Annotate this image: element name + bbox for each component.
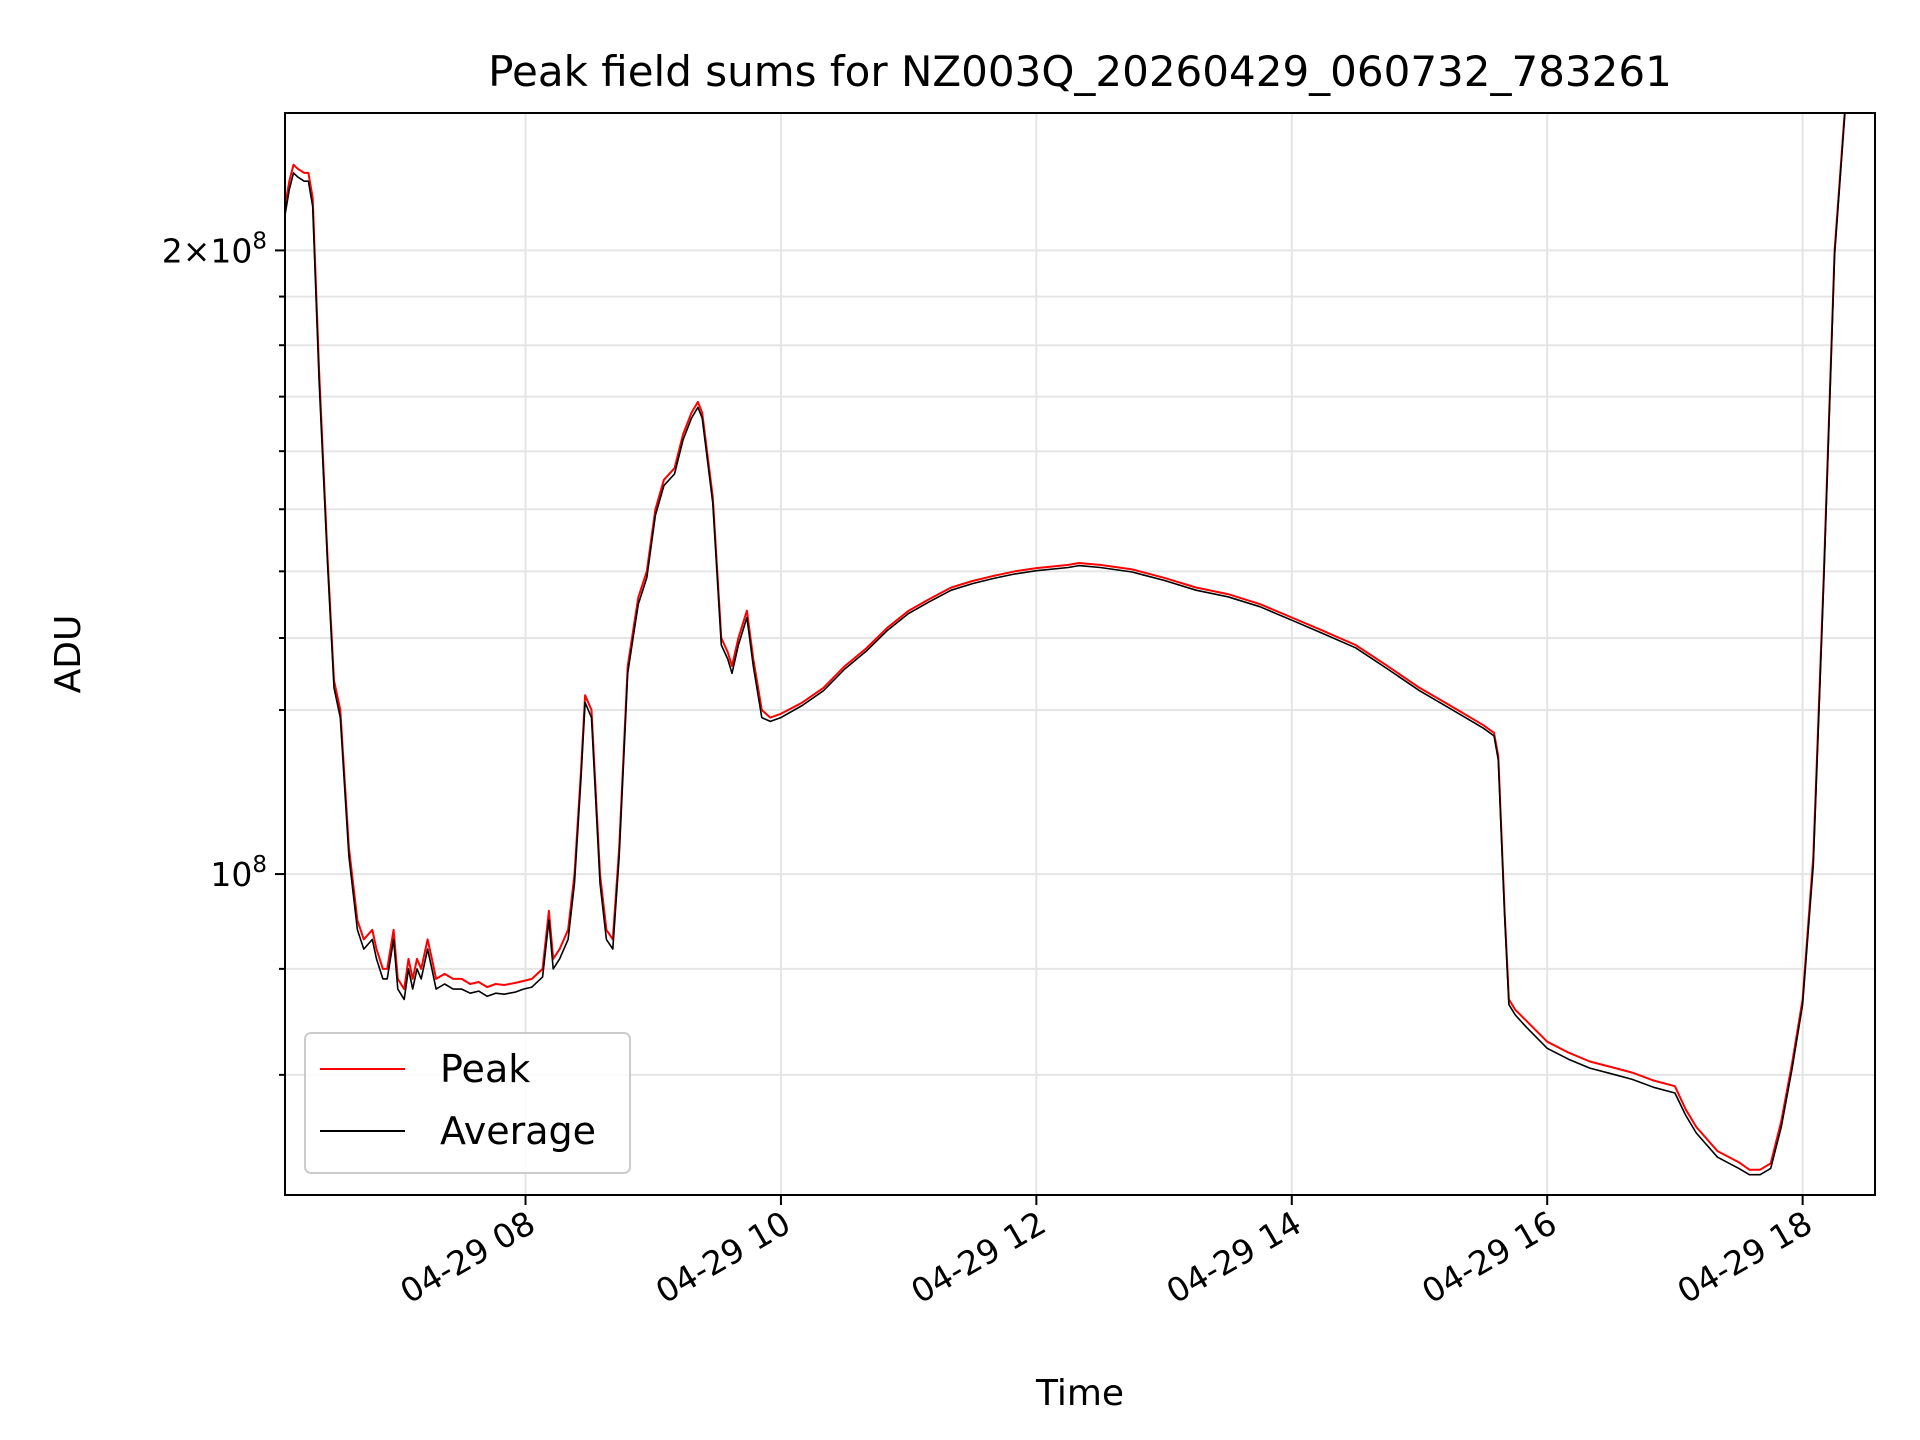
legend: Peak Average [304, 1032, 631, 1174]
grid-lines [285, 113, 1875, 1195]
y-major-ticks: 108 2×108 [162, 228, 285, 894]
plot-area [285, 113, 1875, 1195]
plot-frame [284, 112, 1876, 1196]
y-tick-label-1: 2×108 [162, 228, 267, 270]
y-tick-label-0: 108 [210, 852, 267, 894]
legend-average-label: Average [440, 1109, 596, 1153]
x-axis-label: Time [1035, 1373, 1124, 1414]
y-axis-label: ADU [48, 615, 89, 694]
series-line-average [285, 113, 1846, 1176]
chart-title: Peak field sums for NZ003Q_20260429_0607… [488, 47, 1672, 96]
series-layer [285, 113, 1846, 1176]
legend-peak-label: Peak [440, 1047, 530, 1091]
